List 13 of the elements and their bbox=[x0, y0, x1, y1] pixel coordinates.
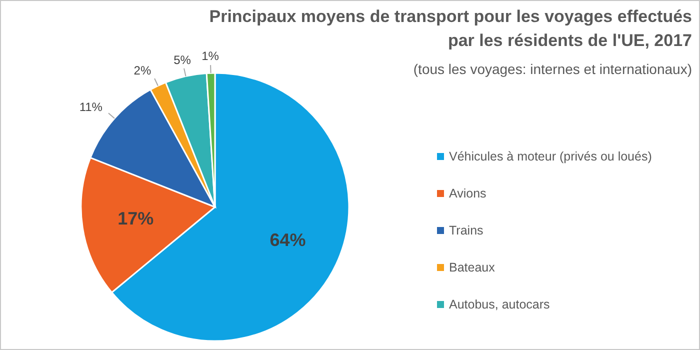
data-label: 5% bbox=[174, 52, 192, 67]
data-label: 17% bbox=[118, 208, 154, 228]
data-label: 1% bbox=[202, 49, 220, 64]
data-label: 11% bbox=[79, 100, 103, 114]
chart-title: Principaux moyens de transport pour les voyages effectués par les résidents de l'UE, 2017 bbox=[209, 7, 692, 50]
data-label: 2% bbox=[134, 63, 152, 78]
legend-label: Autobus, autocars bbox=[449, 297, 550, 312]
legend-label: Véhicules à moteur (privés ou loués) bbox=[449, 149, 652, 164]
legend-label: Avions bbox=[449, 186, 486, 200]
legend-label: Trains bbox=[449, 223, 484, 238]
legend-label: Bateaux bbox=[449, 260, 496, 274]
data-label: 64% bbox=[270, 230, 306, 250]
text: (tous les voyages: internes et internationaux) bbox=[413, 61, 692, 77]
